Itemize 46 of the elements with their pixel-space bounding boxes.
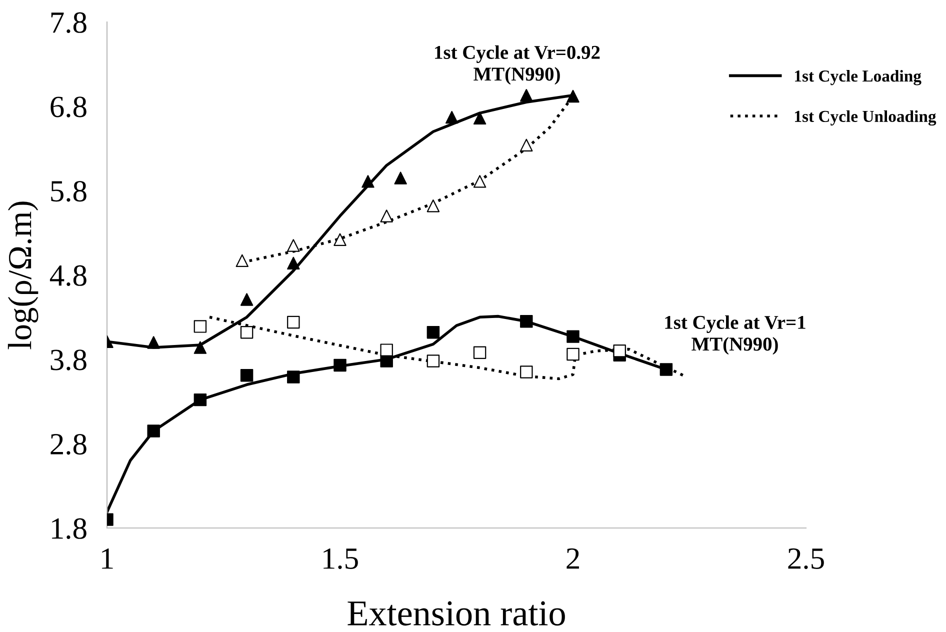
point: [445, 110, 458, 124]
annotation: 1st Cycle at Vr=1 MT(N990): [665, 315, 806, 355]
point: [520, 89, 533, 102]
y-axis-title: log(ρ/Ω.m): [8, 202, 38, 350]
y-tick-label: 7.8: [51, 12, 86, 34]
point: [287, 256, 300, 270]
annotation: 1st Cycle at Vr=0.92 MT(N990): [435, 45, 600, 85]
y-tick-label: 2.8: [50, 434, 86, 455]
y-tick-label: 4.8: [50, 265, 86, 286]
point: [362, 175, 374, 188]
point: [426, 326, 440, 339]
legend-label: 1st Cycle Unloading: [795, 110, 936, 126]
point: [426, 354, 440, 368]
point: [566, 330, 580, 343]
point: [380, 344, 393, 356]
point: [147, 424, 160, 438]
y-tick-label: 6.8: [50, 96, 86, 118]
point: [194, 320, 207, 333]
point: [473, 175, 486, 188]
point: [566, 348, 580, 361]
point: [240, 293, 254, 306]
point: [194, 341, 207, 354]
x-tick-label: 1.5: [324, 548, 358, 570]
x-tick-label: 2: [566, 548, 579, 569]
point: [194, 393, 207, 406]
point: [287, 316, 300, 329]
point: [520, 366, 533, 378]
point: [240, 368, 254, 382]
point: [334, 358, 346, 372]
point: [394, 172, 407, 184]
point: [240, 326, 254, 339]
point: [566, 90, 580, 103]
point: [520, 315, 533, 328]
point: [660, 363, 673, 376]
y-tick-label: 3.8: [50, 350, 86, 370]
x-axis-title: Extension ratio: [348, 601, 565, 626]
legend-label: 1st Cycle Loading: [795, 70, 922, 86]
x-tick-label: 1: [102, 548, 113, 569]
point: [473, 346, 486, 359]
point: [473, 112, 486, 125]
point: [147, 336, 160, 349]
point: [287, 370, 300, 384]
y-tick-label: 5.8: [51, 180, 86, 202]
y-tick-label: 1.8: [52, 518, 86, 540]
point: [613, 344, 626, 358]
x-tick-label: 2.5: [788, 548, 824, 570]
